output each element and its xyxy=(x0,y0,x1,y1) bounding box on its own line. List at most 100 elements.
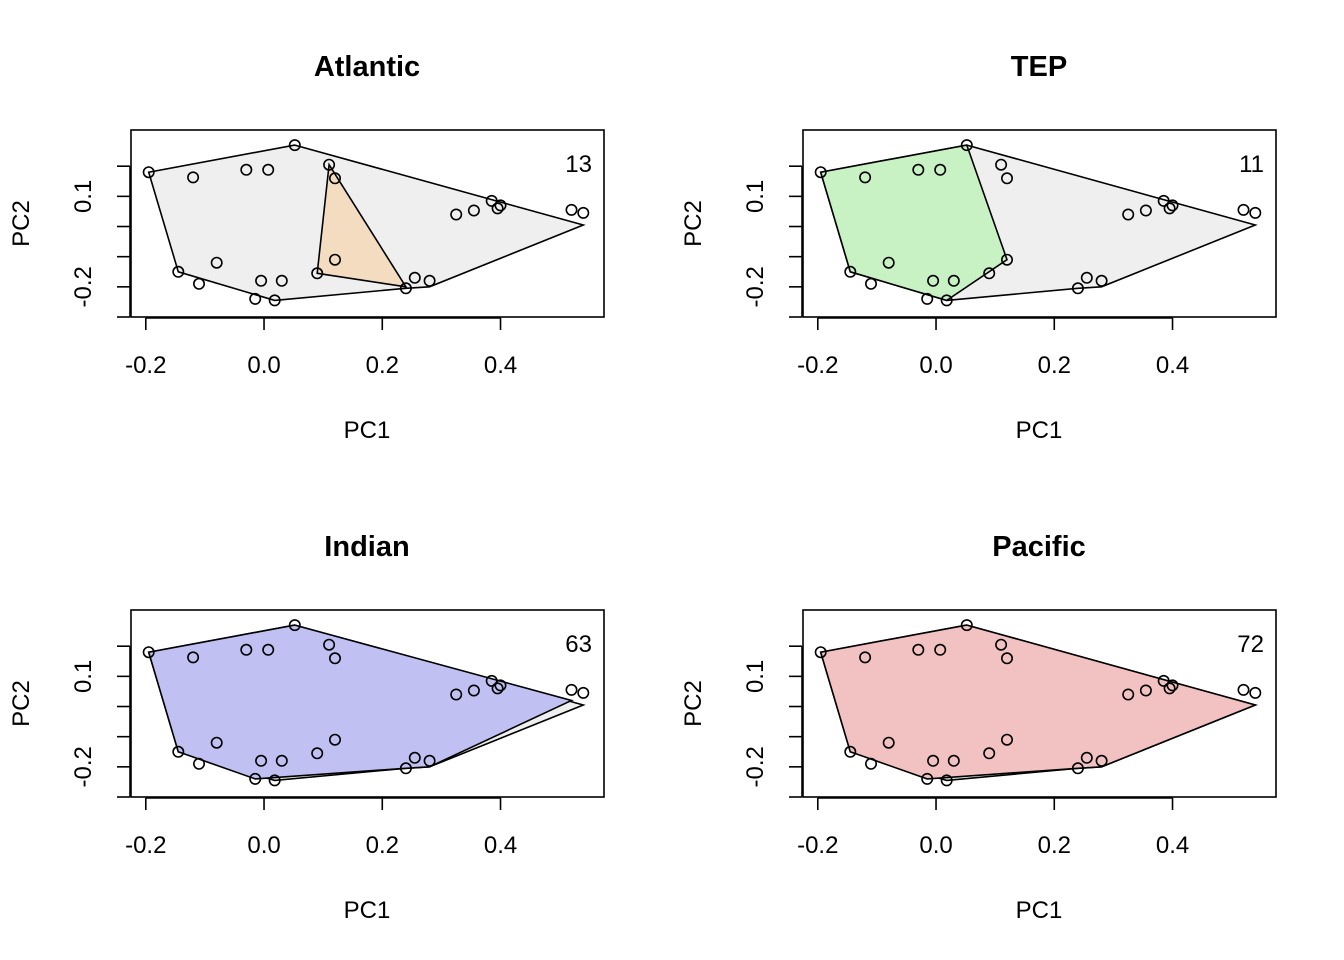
plot-frame xyxy=(130,609,605,798)
data-point xyxy=(210,256,223,269)
data-point xyxy=(268,294,281,307)
y-tick-label: -0.2 xyxy=(742,746,769,787)
chart-title: Indian xyxy=(324,531,409,563)
x-tick-label: 0.0 xyxy=(247,352,280,379)
data-point xyxy=(249,292,262,305)
x-tick-label: 0.2 xyxy=(366,832,399,859)
data-point xyxy=(142,646,155,659)
data-point xyxy=(491,682,504,695)
y-axis-label: PC2 xyxy=(680,680,707,727)
data-point xyxy=(983,267,996,280)
x-tick-label: -0.2 xyxy=(797,832,838,859)
data-point xyxy=(960,139,973,152)
data-point xyxy=(947,754,960,767)
y-tick-label: 0.1 xyxy=(742,180,769,213)
data-point xyxy=(399,282,412,295)
data-point xyxy=(1000,172,1013,185)
plot-frame xyxy=(802,609,1277,798)
data-point xyxy=(921,292,934,305)
data-point xyxy=(960,619,973,632)
x-tick-label: 0.2 xyxy=(1038,832,1071,859)
data-point xyxy=(328,652,341,665)
data-point xyxy=(262,643,275,656)
data-point xyxy=(577,206,590,219)
hull-indian xyxy=(147,624,574,780)
x-tick-label: 0.4 xyxy=(1156,352,1189,379)
data-point xyxy=(399,762,412,775)
data-point xyxy=(1139,204,1152,217)
data-point xyxy=(1000,652,1013,665)
data-point xyxy=(912,643,925,656)
data-point xyxy=(467,204,480,217)
data-point xyxy=(193,757,206,770)
x-tick-label: 0.4 xyxy=(484,832,517,859)
y-tick-label: -0.2 xyxy=(70,746,97,787)
x-tick-label: 0.4 xyxy=(484,352,517,379)
data-point xyxy=(408,751,421,764)
y-axis-label: PC2 xyxy=(680,200,707,247)
chart-title: Pacific xyxy=(992,531,1086,563)
data-point xyxy=(249,772,262,785)
data-point xyxy=(983,747,996,760)
data-point xyxy=(288,139,301,152)
data-point xyxy=(882,736,895,749)
x-tick-label: 0.2 xyxy=(366,352,399,379)
data-point xyxy=(995,638,1008,651)
data-point xyxy=(1122,688,1135,701)
data-point xyxy=(187,171,200,184)
data-point xyxy=(1237,203,1250,216)
x-tick-label: 0.0 xyxy=(919,832,952,859)
x-tick-label: 0.2 xyxy=(1038,352,1071,379)
hull-tep xyxy=(819,144,1008,302)
y-tick-label: 0.1 xyxy=(70,660,97,693)
data-point xyxy=(565,203,578,216)
y-axis-label: PC2 xyxy=(8,680,35,727)
data-point xyxy=(1000,733,1013,746)
data-point xyxy=(172,745,185,758)
x-tick-label: -0.2 xyxy=(797,352,838,379)
plot-frame xyxy=(802,129,1277,318)
data-point xyxy=(947,274,960,287)
data-point xyxy=(467,684,480,697)
data-point xyxy=(328,733,341,746)
data-point xyxy=(172,265,185,278)
count-label: 13 xyxy=(565,151,592,178)
x-axis-label: PC1 xyxy=(344,417,391,444)
data-point xyxy=(450,208,463,221)
data-point xyxy=(844,265,857,278)
data-point xyxy=(268,774,281,787)
data-point xyxy=(323,158,336,171)
panel-pacific: Pacific 72 -0.2 0.0 0.2 0.4 PC1 0.1 -0.2 PC2 xyxy=(680,531,1277,924)
x-axis-label: PC1 xyxy=(1016,417,1063,444)
y-axis-label: PC2 xyxy=(8,200,35,247)
count-label: 11 xyxy=(1239,151,1264,178)
data-point xyxy=(565,683,578,696)
data-point xyxy=(934,163,947,176)
data-point xyxy=(450,688,463,701)
data-point xyxy=(423,754,436,767)
data-point xyxy=(1249,206,1262,219)
data-point xyxy=(1237,683,1250,696)
data-point xyxy=(864,757,877,770)
data-point xyxy=(328,253,341,266)
x-tick-label: 0.0 xyxy=(247,832,280,859)
panel-atlantic: Atlantic 13 -0.2 0.0 0.2 0.4 PC1 0.1 -0.2 PC2 xyxy=(8,51,605,444)
data-point xyxy=(814,646,827,659)
data-point xyxy=(940,774,953,787)
x-axis-label: PC1 xyxy=(1016,897,1063,924)
data-point xyxy=(408,271,421,284)
count-label: 63 xyxy=(565,631,592,658)
y-tick-label: 0.1 xyxy=(70,180,97,213)
panel-indian: Indian 63 -0.2 0.0 0.2 0.4 PC1 0.1 -0.2 PC2 xyxy=(8,531,605,924)
data-point xyxy=(491,202,504,215)
data-point xyxy=(187,651,200,664)
data-point xyxy=(210,736,223,749)
data-point xyxy=(882,256,895,269)
panel-tep: TEP 11 -0.2 0.0 0.2 0.4 PC1 0.1 -0.2 PC2 xyxy=(680,51,1277,444)
data-point xyxy=(240,643,253,656)
data-point xyxy=(262,163,275,176)
data-point xyxy=(1163,682,1176,695)
y-tick-label: 0.1 xyxy=(742,660,769,693)
data-point xyxy=(1080,271,1093,284)
data-point xyxy=(275,754,288,767)
